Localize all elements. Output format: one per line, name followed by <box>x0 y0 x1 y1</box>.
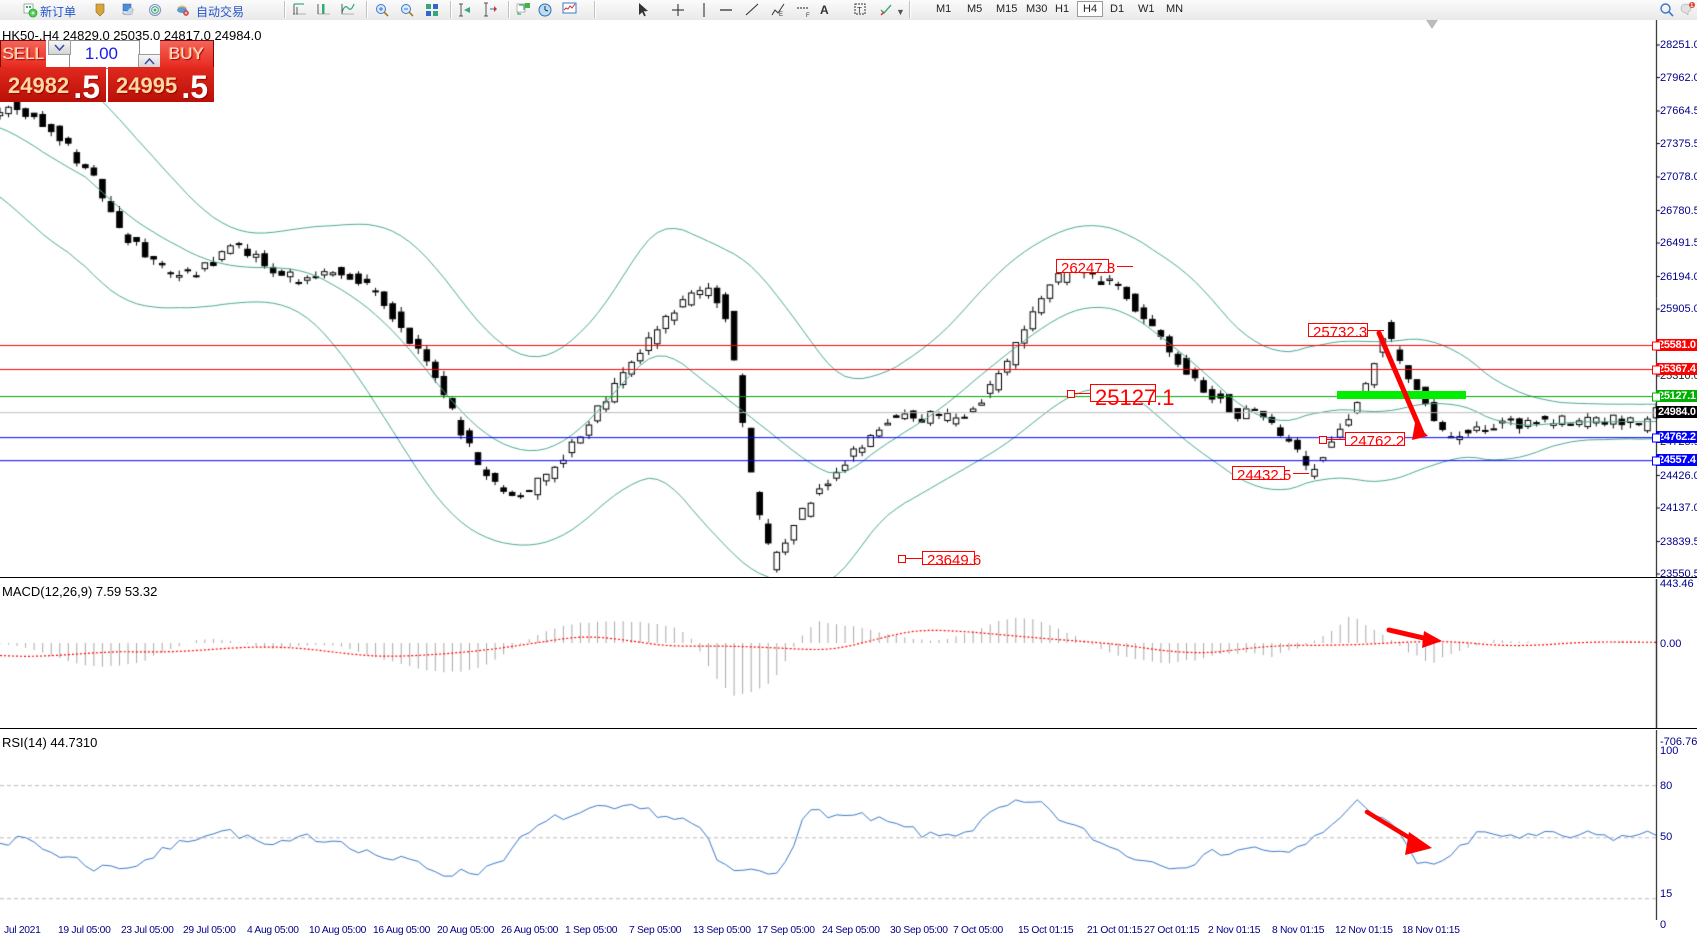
svg-text:T: T <box>857 6 862 15</box>
svg-text:1: 1 <box>1690 3 1693 9</box>
svg-text:E: E <box>779 12 783 18</box>
svg-text:F: F <box>806 13 810 18</box>
